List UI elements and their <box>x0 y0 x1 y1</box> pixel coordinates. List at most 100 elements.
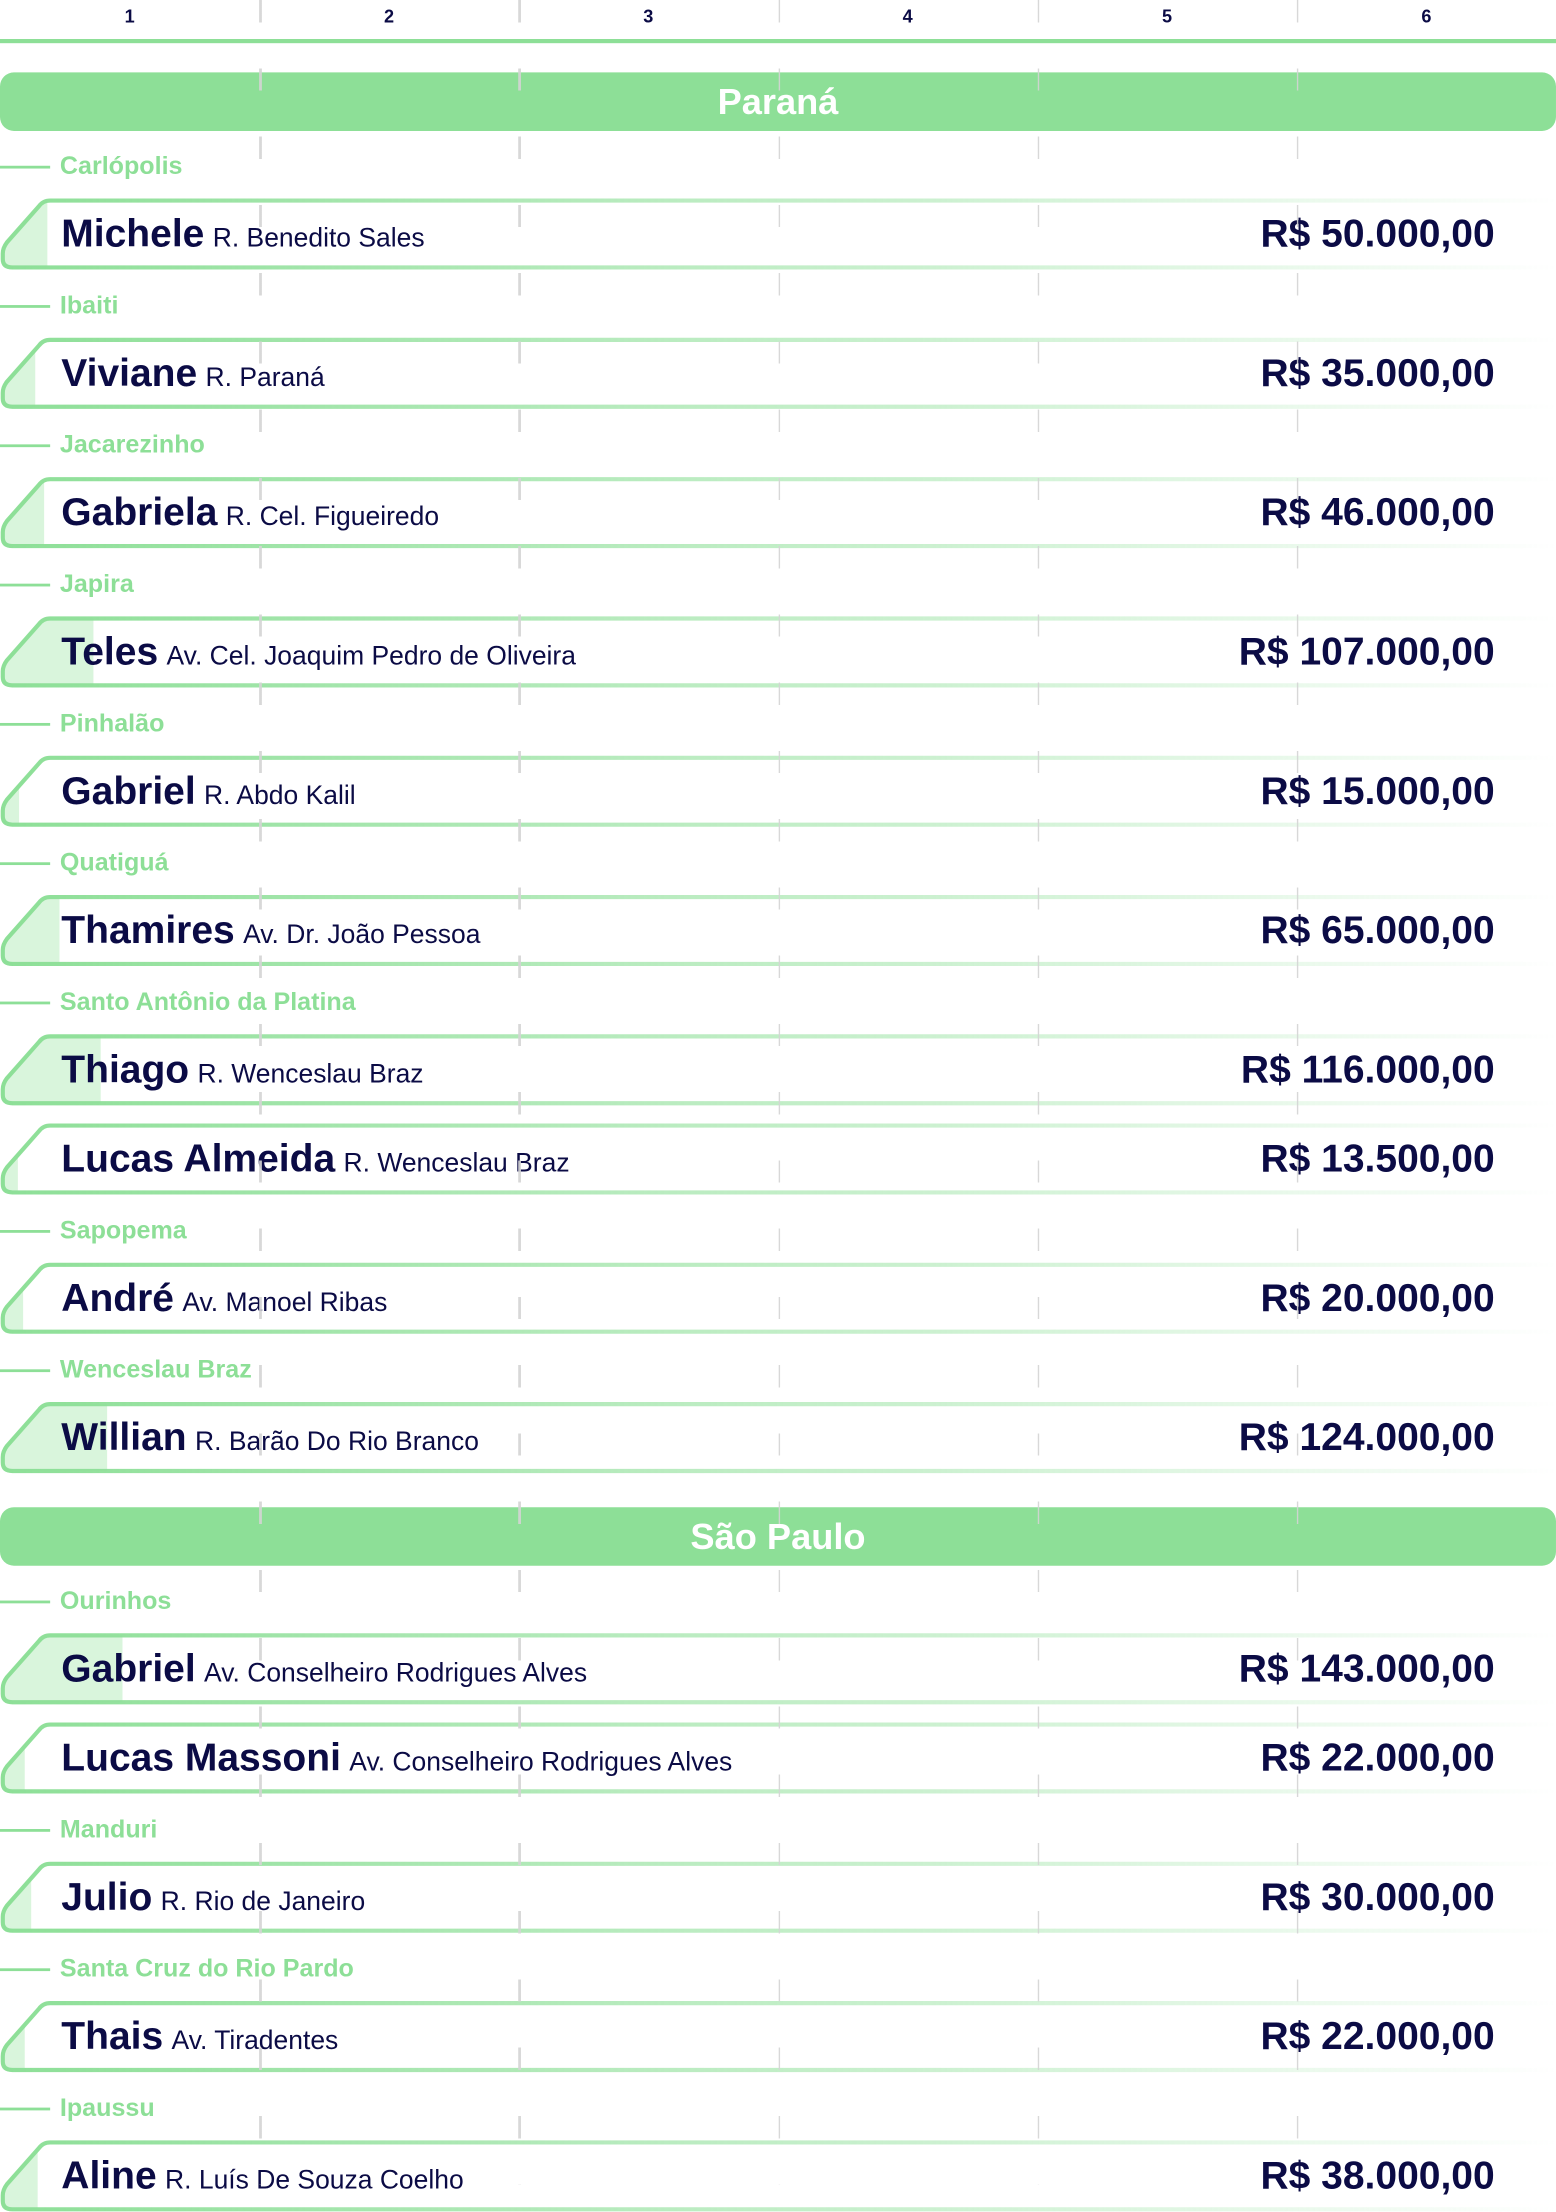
person-card[interactable]: Thiago R. Wenceslau Braz R$ 116.000,00 <box>0 1034 1556 1106</box>
city-label-row: Santa Cruz do Rio Pardo <box>0 1936 1556 2000</box>
person-street: R. Rio de Janeiro <box>160 1887 366 1917</box>
state-header: Paraná <box>0 72 1556 131</box>
person-street: Av. Dr. João Pessoa <box>243 920 481 951</box>
person-card[interactable]: Willian R. Barão Do Rio Branco R$ 124.000… <box>0 1401 1556 1474</box>
city-line <box>0 444 51 448</box>
person-amount: R$ 116.000,00 <box>1240 1047 1495 1091</box>
card-outline <box>0 337 1556 409</box>
person-card[interactable]: Viviane R. Paraná R$ 35.000,00 <box>0 337 1556 409</box>
column-number: 6 <box>1421 5 1432 27</box>
person-amount: R$ 15.000,00 <box>1260 768 1495 813</box>
column-number: 5 <box>1161 5 1173 27</box>
amount-progress-fill <box>2 1878 32 1931</box>
person-info: Michele R. Benedito Sales <box>61 212 424 257</box>
city-name: Wenceslau Braz <box>59 1355 252 1384</box>
person-card[interactable]: Lucas Massoni Av. Conselheiro Rodrigues A… <box>0 1722 1556 1794</box>
person-street: Av. Tiradentes <box>171 2026 339 2057</box>
header-divider <box>0 39 1556 44</box>
person-card[interactable]: Gabriel Av. Conselheiro Rodrigues Alves R… <box>0 1633 1556 1705</box>
amount-progress-fill <box>2 1746 25 1792</box>
amount-progress-fill <box>2 785 20 825</box>
city-name: Carlópolis <box>59 151 183 180</box>
card-outline <box>0 895 1556 967</box>
card-outline <box>0 1402 1556 1474</box>
person-amount: R$ 124.000,00 <box>1238 1415 1495 1459</box>
card-frame <box>0 1722 1556 1794</box>
person-card[interactable]: Teles Av. Cel. Joaquim Pedro de Oliveira … <box>0 616 1556 688</box>
amount-progress-fill <box>2 200 48 268</box>
column-number: 2 <box>383 5 395 27</box>
city-line <box>0 1230 51 1233</box>
city-label-row: Japira <box>0 552 1556 616</box>
person-card[interactable]: André Av. Manoel Ribas R$ 20.000,00 <box>0 1262 1556 1334</box>
person-street: R. Paraná <box>205 363 325 393</box>
amount-progress-fill <box>2 1404 108 1472</box>
city-line <box>0 722 51 726</box>
person-street: R. Cel. Figueiredo <box>225 502 440 533</box>
person-card[interactable]: Thamires Av. Dr. João Pessoa R$ 65.000,00 <box>0 894 1556 967</box>
person-street: R. Wenceslau Braz <box>343 1149 570 1179</box>
column-header: 1 2 3 4 5 6 <box>0 0 1556 39</box>
person-card[interactable]: Michele R. Benedito Sales R$ 50.000,00 <box>0 198 1556 270</box>
person-name: Thamires <box>61 908 235 952</box>
card-outline <box>0 1722 1556 1794</box>
city-label-row: Ourinhos <box>0 1569 1556 1633</box>
amount-progress-fill <box>2 2024 25 2070</box>
city-line <box>0 2107 51 2111</box>
city-line <box>0 1369 51 1373</box>
person-info: Thiago R. Wenceslau Braz <box>61 1048 423 1093</box>
person-street: R. Luís De Souza Coelho <box>165 2166 464 2196</box>
state-header: São Paulo <box>0 1507 1556 1566</box>
city-line <box>0 583 51 587</box>
person-card[interactable]: Gabriela R. Cel. Figueiredo R$ 46.000,00 <box>0 476 1556 549</box>
amount-progress-fill <box>2 1288 24 1332</box>
person-name: Gabriel <box>61 768 196 813</box>
person-card[interactable]: Thais Av. Tiradentes R$ 22.000,00 <box>0 2000 1556 2073</box>
person-info: Thamires Av. Dr. João Pessoa <box>61 908 480 953</box>
city-name: Manduri <box>59 1815 158 1843</box>
city-label-row: Pinhalão <box>0 691 1556 755</box>
city-line <box>0 305 51 308</box>
city-name: Japira <box>59 569 134 598</box>
amount-progress-fill <box>2 1155 18 1193</box>
card-frame <box>0 1262 1556 1334</box>
column-number: 4 <box>902 5 913 27</box>
city-name: Pinhalão <box>59 709 165 737</box>
city-name: Jacarezinho <box>59 430 205 459</box>
amount-progress-fill <box>2 1036 101 1104</box>
person-name: Gabriel <box>61 1646 196 1690</box>
amount-progress-fill <box>2 897 60 964</box>
card-frame <box>0 1633 1556 1705</box>
person-info: Julio R. Rio de Janeiro <box>61 1875 365 1920</box>
city-label-row: Ibaiti <box>0 273 1556 337</box>
person-info: Gabriel R. Abdo Kalil <box>61 769 355 814</box>
city-label-row: Manduri <box>0 1797 1556 1861</box>
card-frame <box>0 1402 1556 1474</box>
person-name: Lucas Massoni <box>61 1735 341 1779</box>
person-street: R. Abdo Kalil <box>204 781 356 811</box>
person-card[interactable]: Lucas Almeida R. Wenceslau Braz R$ 13.500… <box>0 1123 1556 1195</box>
person-street: Av. Cel. Joaquim Pedro de Oliveira <box>166 642 576 672</box>
person-info: Gabriel Av. Conselheiro Rodrigues Alves <box>61 1647 587 1692</box>
card-frame <box>0 477 1556 549</box>
person-card[interactable]: Aline R. Luís De Souza Coelho R$ 38.000,0… <box>0 2140 1556 2212</box>
city-name: Quatiguá <box>59 848 169 877</box>
city-line <box>0 1600 51 1604</box>
person-card[interactable]: Gabriel R. Abdo Kalil R$ 15.000,00 <box>0 755 1556 827</box>
column-number: 1 <box>124 5 135 27</box>
person-name: Teles <box>61 629 159 673</box>
city-name: Santa Cruz do Rio Pardo <box>59 1954 354 1983</box>
card-frame <box>0 616 1556 688</box>
city-line <box>0 1001 51 1005</box>
amount-progress-fill <box>2 349 36 407</box>
person-card[interactable]: Julio R. Rio de Janeiro R$ 30.000,00 <box>0 1861 1556 1933</box>
city-name: Ipaussu <box>59 2093 155 2122</box>
city-line <box>0 1829 51 1832</box>
person-info: Viviane R. Paraná <box>61 351 324 396</box>
amount-progress-fill <box>2 480 45 547</box>
card-outline <box>0 198 1556 270</box>
city-label-row: Jacarezinho <box>0 412 1556 476</box>
card-frame <box>0 755 1556 827</box>
card-outline <box>0 755 1556 827</box>
